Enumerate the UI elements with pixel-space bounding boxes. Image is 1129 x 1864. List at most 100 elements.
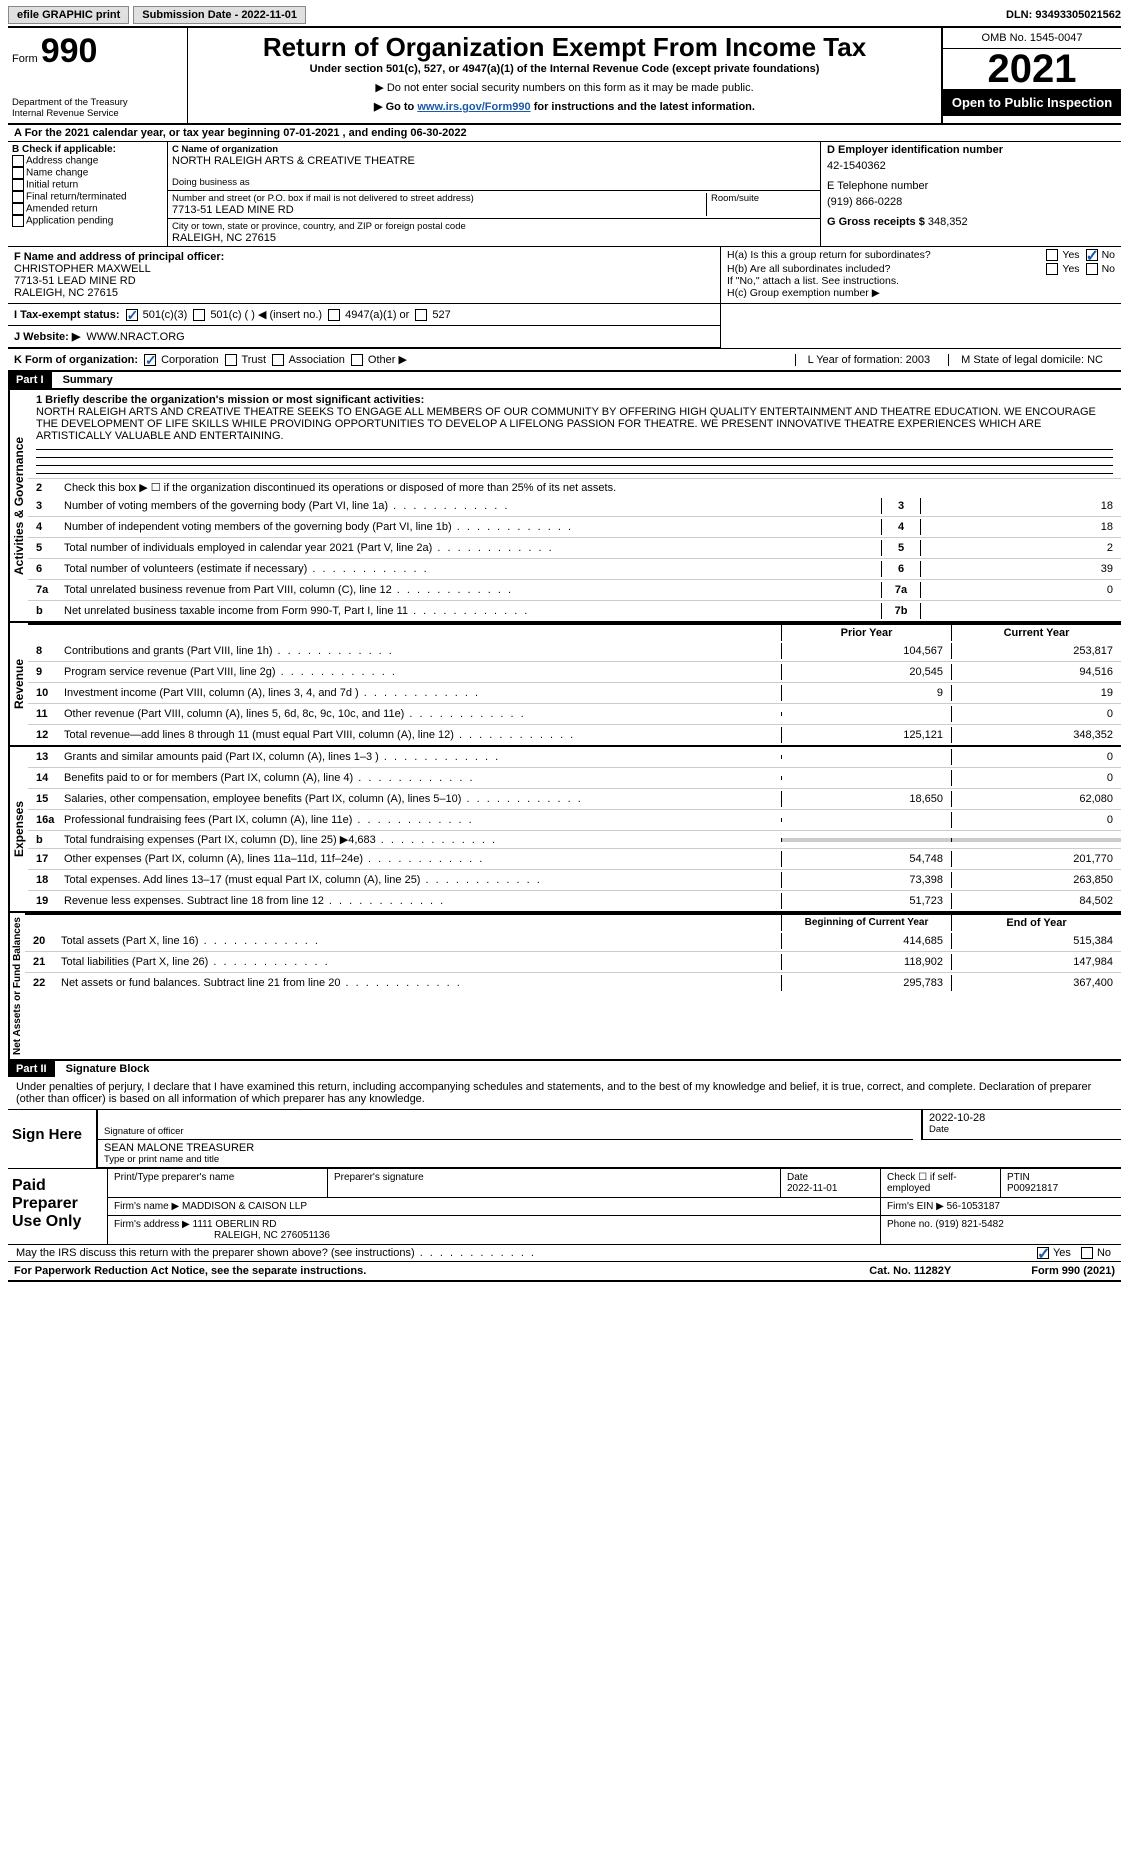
part1-header-row: Part I Summary bbox=[8, 372, 1121, 388]
room-suite-label: Room/suite bbox=[706, 193, 816, 216]
irs-label: Internal Revenue Service bbox=[12, 108, 183, 119]
prior-value: 51,723 bbox=[781, 893, 951, 909]
tel-value: (919) 866-0228 bbox=[827, 196, 1115, 208]
line-num: 13 bbox=[36, 751, 64, 763]
firm-name: MADDISON & CAISON LLP bbox=[182, 1201, 307, 1212]
open-to-public: Open to Public Inspection bbox=[943, 89, 1121, 116]
line-num: 17 bbox=[36, 853, 64, 865]
line-num: 19 bbox=[36, 895, 64, 907]
line-text: Contributions and grants (Part VIII, lin… bbox=[64, 645, 781, 657]
prep-date-hdr: Date bbox=[787, 1172, 808, 1183]
prior-value: 9 bbox=[781, 685, 951, 701]
b-title: B Check if applicable: bbox=[12, 144, 163, 155]
line-value: 2 bbox=[921, 540, 1121, 556]
ha-no[interactable]: No bbox=[1086, 249, 1115, 261]
section-fh: F Name and address of principal officer:… bbox=[8, 247, 1121, 304]
ha-yes[interactable]: Yes bbox=[1046, 249, 1079, 261]
ein-label: D Employer identification number bbox=[827, 144, 1115, 156]
sig-date: 2022-10-28 bbox=[929, 1112, 1115, 1124]
footer-mid: Cat. No. 11282Y bbox=[869, 1265, 951, 1277]
omb-number: OMB No. 1545-0047 bbox=[943, 28, 1121, 49]
line-num: 16a bbox=[36, 814, 64, 826]
line-num: 14 bbox=[36, 772, 64, 784]
sig-officer-label: Signature of officer bbox=[104, 1126, 907, 1137]
current-value: 515,384 bbox=[951, 933, 1121, 949]
cb-name-change[interactable]: Name change bbox=[12, 167, 163, 179]
line-text: Other expenses (Part IX, column (A), lin… bbox=[64, 853, 781, 865]
efile-print-button[interactable]: efile GRAPHIC print bbox=[8, 6, 129, 24]
submission-date-button[interactable]: Submission Date - 2022-11-01 bbox=[133, 6, 306, 24]
current-value: 263,850 bbox=[951, 872, 1121, 888]
cb-corporation[interactable]: Corporation bbox=[144, 354, 219, 366]
ein-value: 42-1540362 bbox=[827, 160, 1115, 172]
line-2-num: 2 bbox=[36, 482, 64, 494]
discuss-yes[interactable]: Yes bbox=[1037, 1247, 1071, 1259]
sig-date-label: Date bbox=[929, 1124, 1115, 1135]
line-text: Revenue less expenses. Subtract line 18 … bbox=[64, 895, 781, 907]
line-text: Number of voting members of the governin… bbox=[64, 500, 881, 512]
activities-governance-section: Activities & Governance 1 Briefly descri… bbox=[8, 388, 1121, 621]
gross-label: G Gross receipts $ bbox=[827, 216, 925, 228]
line-text: Total unrelated business revenue from Pa… bbox=[64, 584, 881, 596]
line-text: Total fundraising expenses (Part IX, col… bbox=[64, 833, 781, 846]
row-a-tax-year: A For the 2021 calendar year, or tax yea… bbox=[8, 125, 1121, 142]
hb-note: If "No," attach a list. See instructions… bbox=[727, 275, 1115, 287]
prior-value bbox=[781, 755, 951, 759]
cb-application-pending[interactable]: Application pending bbox=[12, 215, 163, 227]
dln-label: DLN: 93493305021562 bbox=[1006, 9, 1121, 21]
line-num: 7a bbox=[36, 584, 64, 596]
current-value: 0 bbox=[951, 770, 1121, 786]
col-b-checkboxes: B Check if applicable: Address change Na… bbox=[8, 142, 168, 246]
cell-grey bbox=[781, 838, 951, 842]
line-num: 11 bbox=[36, 708, 64, 720]
cb-initial-return[interactable]: Initial return bbox=[12, 179, 163, 191]
cb-final-return[interactable]: Final return/terminated bbox=[12, 191, 163, 203]
cb-4947[interactable]: 4947(a)(1) or bbox=[328, 309, 409, 321]
mission-text: NORTH RALEIGH ARTS AND CREATIVE THEATRE … bbox=[36, 406, 1113, 442]
declaration-text: Under penalties of perjury, I declare th… bbox=[8, 1077, 1121, 1110]
cb-amended-return[interactable]: Amended return bbox=[12, 203, 163, 215]
line-value: 39 bbox=[921, 561, 1121, 577]
org-name-label: C Name of organization bbox=[172, 144, 816, 155]
line-text: Salaries, other compensation, employee b… bbox=[64, 793, 781, 805]
mission-label: 1 Briefly describe the organization's mi… bbox=[36, 394, 1113, 406]
cb-501c3[interactable]: 501(c)(3) bbox=[126, 309, 188, 321]
hb-yes[interactable]: Yes bbox=[1046, 263, 1079, 275]
firm-addr2: RALEIGH, NC 276051136 bbox=[214, 1230, 330, 1241]
irs-link[interactable]: www.irs.gov/Form990 bbox=[417, 101, 530, 113]
current-value: 0 bbox=[951, 812, 1121, 828]
discuss-no[interactable]: No bbox=[1081, 1247, 1111, 1259]
line-text: Total number of volunteers (estimate if … bbox=[64, 563, 881, 575]
ptin-val: P00921817 bbox=[1007, 1183, 1058, 1194]
rows-ij: I Tax-exempt status: 501(c)(3) 501(c) ( … bbox=[8, 304, 1121, 349]
line-text: Grants and similar amounts paid (Part IX… bbox=[64, 751, 781, 763]
cb-address-change[interactable]: Address change bbox=[12, 155, 163, 167]
vert-net-assets: Net Assets or Fund Balances bbox=[8, 913, 25, 1059]
line-text: Total number of individuals employed in … bbox=[64, 542, 881, 554]
form-label: Form bbox=[12, 53, 38, 65]
prior-value: 20,545 bbox=[781, 664, 951, 680]
prep-selfemp[interactable]: Check ☐ if self-employed bbox=[881, 1169, 1001, 1197]
cb-other[interactable]: Other ▶ bbox=[351, 353, 407, 366]
sig-name: SEAN MALONE TREASURER bbox=[104, 1142, 1115, 1154]
cb-trust[interactable]: Trust bbox=[225, 354, 267, 366]
hdr-end-year: End of Year bbox=[951, 915, 1121, 931]
line-ref: 4 bbox=[881, 519, 921, 535]
current-value: 0 bbox=[951, 749, 1121, 765]
prior-value: 414,685 bbox=[781, 933, 951, 949]
officer-addr1: 7713-51 LEAD MINE RD bbox=[14, 275, 714, 287]
cb-527[interactable]: 527 bbox=[415, 309, 450, 321]
line-ref: 5 bbox=[881, 540, 921, 556]
line-ref: 3 bbox=[881, 498, 921, 514]
row-klm: K Form of organization: Corporation Trus… bbox=[8, 349, 1121, 372]
cb-association[interactable]: Association bbox=[272, 354, 345, 366]
line-num: 20 bbox=[33, 935, 61, 947]
line-num: 3 bbox=[36, 500, 64, 512]
street-label: Number and street (or P.O. box if mail i… bbox=[172, 193, 706, 204]
line-text: Total liabilities (Part X, line 26) bbox=[61, 956, 781, 968]
line-text: Total revenue—add lines 8 through 11 (mu… bbox=[64, 729, 781, 741]
vert-expenses: Expenses bbox=[8, 747, 28, 911]
cell-grey bbox=[951, 838, 1121, 842]
cb-501c[interactable]: 501(c) ( ) ◀ (insert no.) bbox=[193, 308, 322, 321]
sign-here-label: Sign Here bbox=[8, 1110, 88, 1168]
